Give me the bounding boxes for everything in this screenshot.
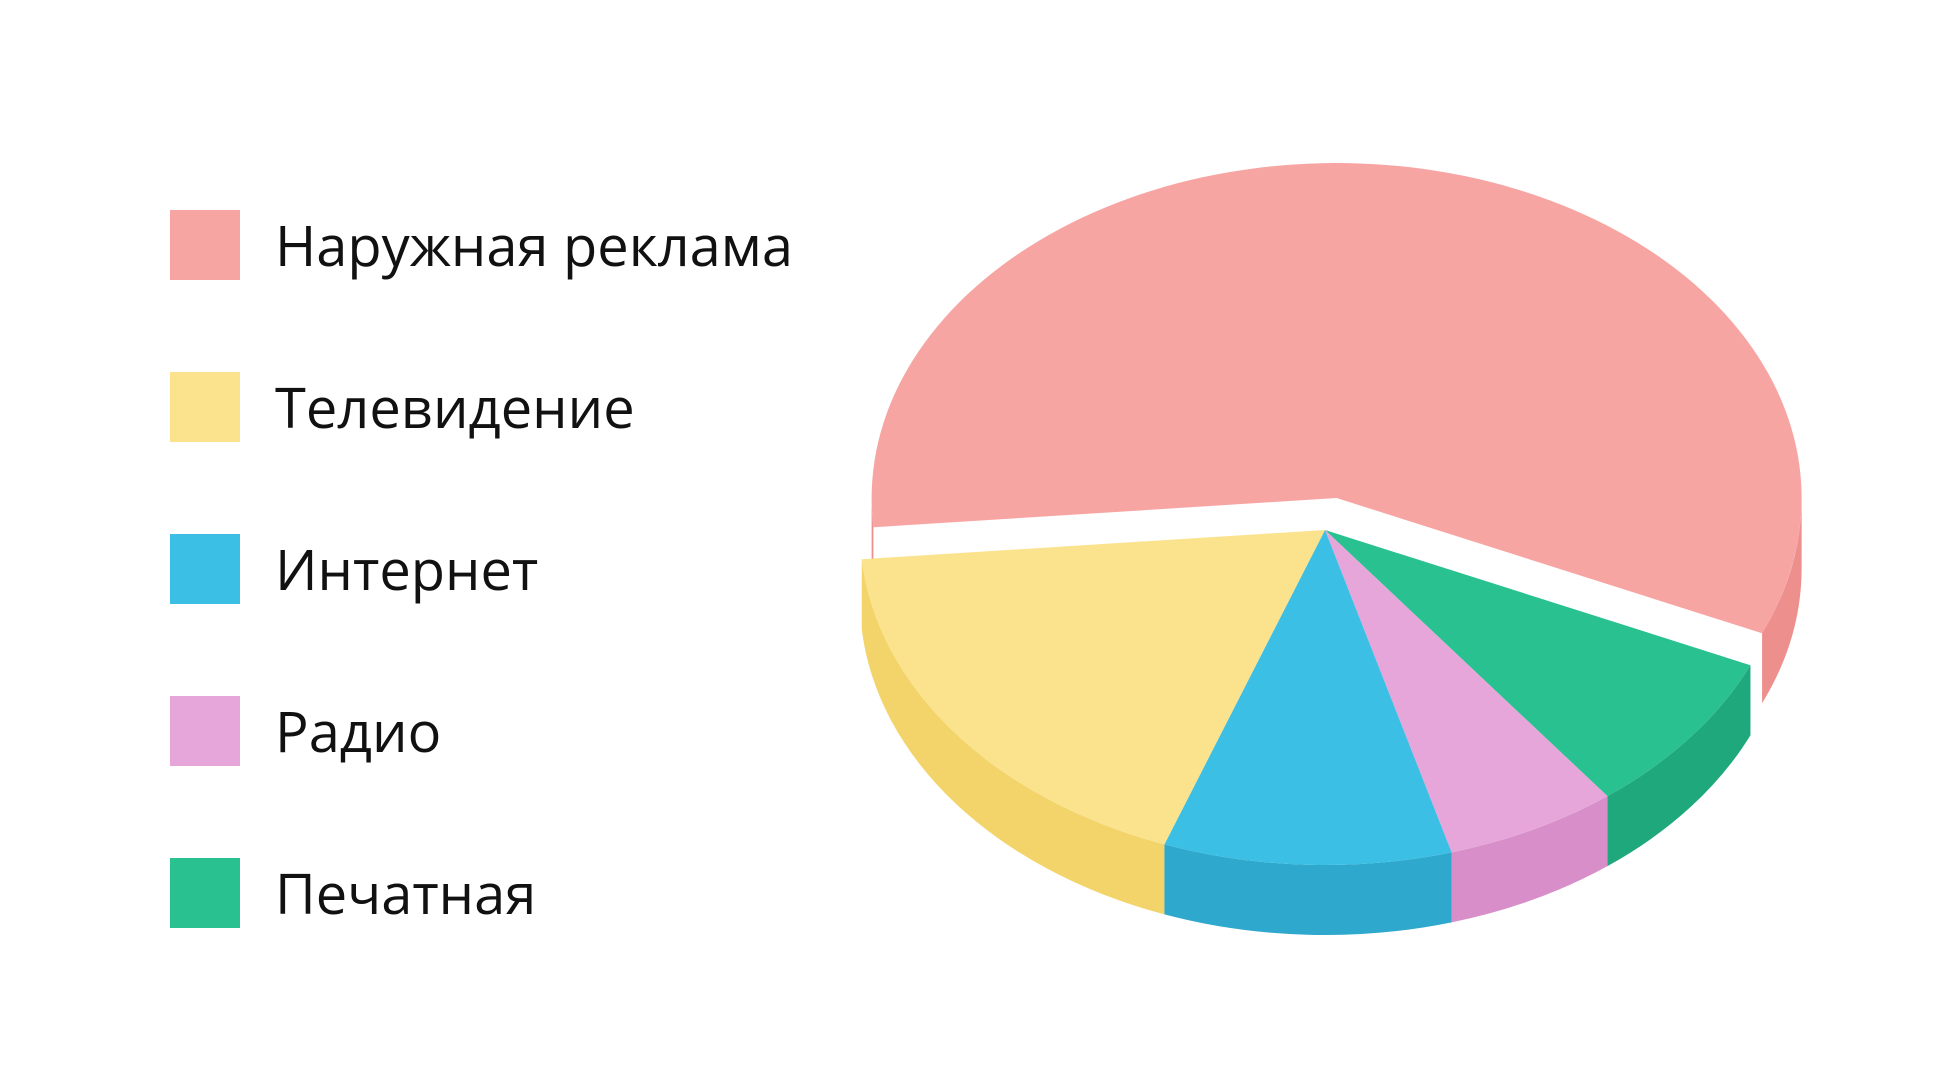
legend-label: Печатная	[275, 865, 536, 921]
legend-label: Радио	[275, 703, 441, 759]
legend-swatch-tv	[170, 372, 240, 442]
legend-item: Печатная	[170, 858, 793, 928]
pie-svg	[800, 100, 1850, 1000]
legend-swatch-print	[170, 858, 240, 928]
legend-label: Интернет	[275, 541, 538, 597]
legend: Наружная реклама Телевидение Интернет Ра…	[170, 210, 793, 1020]
legend-item: Наружная реклама	[170, 210, 793, 280]
chart-container: Наружная реклама Телевидение Интернет Ра…	[0, 0, 1954, 1091]
legend-label: Наружная реклама	[275, 217, 793, 273]
legend-swatch-internet	[170, 534, 240, 604]
pie-chart	[800, 100, 1850, 1000]
legend-item: Телевидение	[170, 372, 793, 442]
legend-label: Телевидение	[275, 379, 635, 435]
legend-swatch-radio	[170, 696, 240, 766]
legend-swatch-outdoor	[170, 210, 240, 280]
legend-item: Радио	[170, 696, 793, 766]
legend-item: Интернет	[170, 534, 793, 604]
